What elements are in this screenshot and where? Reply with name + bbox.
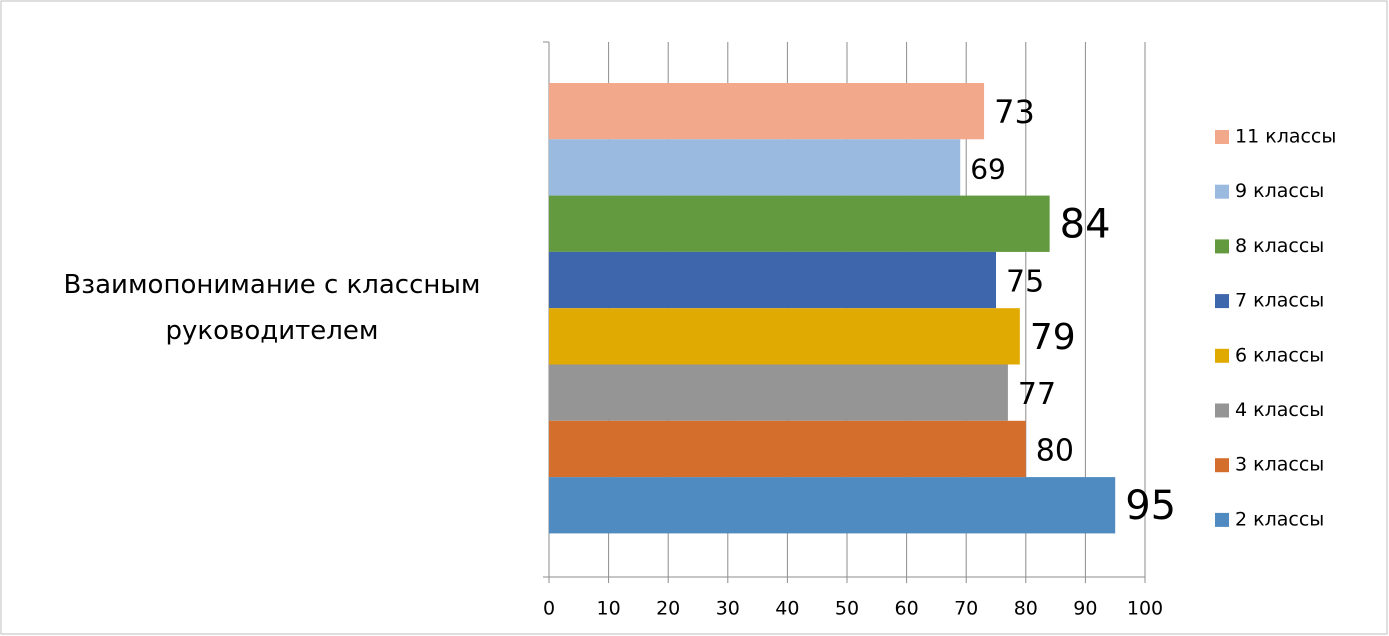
x-tick-label: 0	[543, 598, 555, 620]
x-tick-label: 80	[1014, 598, 1038, 620]
data-label: 84	[1060, 202, 1111, 248]
legend-label: 3 классы	[1235, 454, 1324, 476]
legend-swatch	[1215, 348, 1229, 363]
bar	[549, 308, 1020, 365]
x-tick-label: 30	[716, 598, 740, 620]
data-label: 69	[970, 152, 1006, 185]
x-tick-label: 20	[656, 598, 680, 620]
data-label: 75	[1006, 264, 1044, 299]
legend-swatch	[1215, 239, 1229, 254]
bar	[549, 477, 1116, 534]
x-tick-label: 90	[1073, 598, 1097, 620]
legend-swatch	[1215, 403, 1229, 418]
legend-label: 2 классы	[1235, 508, 1324, 530]
x-tick-label: 70	[954, 598, 978, 620]
legend-label: 4 классы	[1235, 399, 1324, 421]
legend-swatch	[1215, 130, 1229, 144]
data-label: 95	[1125, 483, 1176, 529]
bar	[549, 420, 1026, 478]
x-tick-label: 60	[895, 598, 919, 620]
bar	[549, 195, 1050, 252]
bar	[549, 364, 1008, 421]
legend-swatch	[1215, 458, 1229, 473]
x-tick-label: 50	[835, 598, 859, 620]
legend-label: 6 классы	[1235, 344, 1324, 366]
legend-label: 11 классы	[1235, 126, 1336, 148]
legend-label: 7 классы	[1235, 290, 1324, 312]
data-label: 80	[1036, 433, 1074, 468]
bar	[549, 83, 985, 140]
legend-label: 8 классы	[1235, 235, 1324, 257]
x-tick-label: 100	[1127, 598, 1163, 620]
x-tick-label: 10	[597, 598, 621, 620]
legend-swatch	[1215, 294, 1229, 309]
legend-swatch	[1215, 184, 1229, 199]
category-label: Взаимопонимание с классным руководителем	[63, 270, 481, 346]
data-label: 79	[1030, 317, 1076, 358]
legend-swatch	[1215, 512, 1229, 527]
bar	[549, 139, 961, 196]
data-label: 73	[994, 93, 1035, 131]
bar	[549, 251, 996, 309]
legend-label: 9 классы	[1235, 180, 1324, 202]
x-tick-label: 40	[775, 598, 799, 620]
data-label: 77	[1018, 377, 1056, 412]
